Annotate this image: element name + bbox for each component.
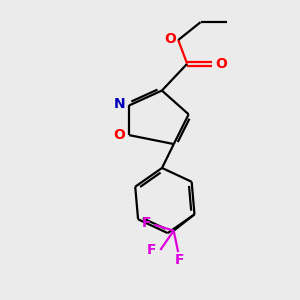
- Text: F: F: [175, 254, 184, 267]
- Text: O: O: [215, 57, 227, 71]
- Text: N: N: [114, 97, 125, 111]
- Text: O: O: [164, 32, 176, 46]
- Text: O: O: [114, 128, 126, 142]
- Text: F: F: [147, 243, 157, 257]
- Text: F: F: [141, 216, 151, 230]
